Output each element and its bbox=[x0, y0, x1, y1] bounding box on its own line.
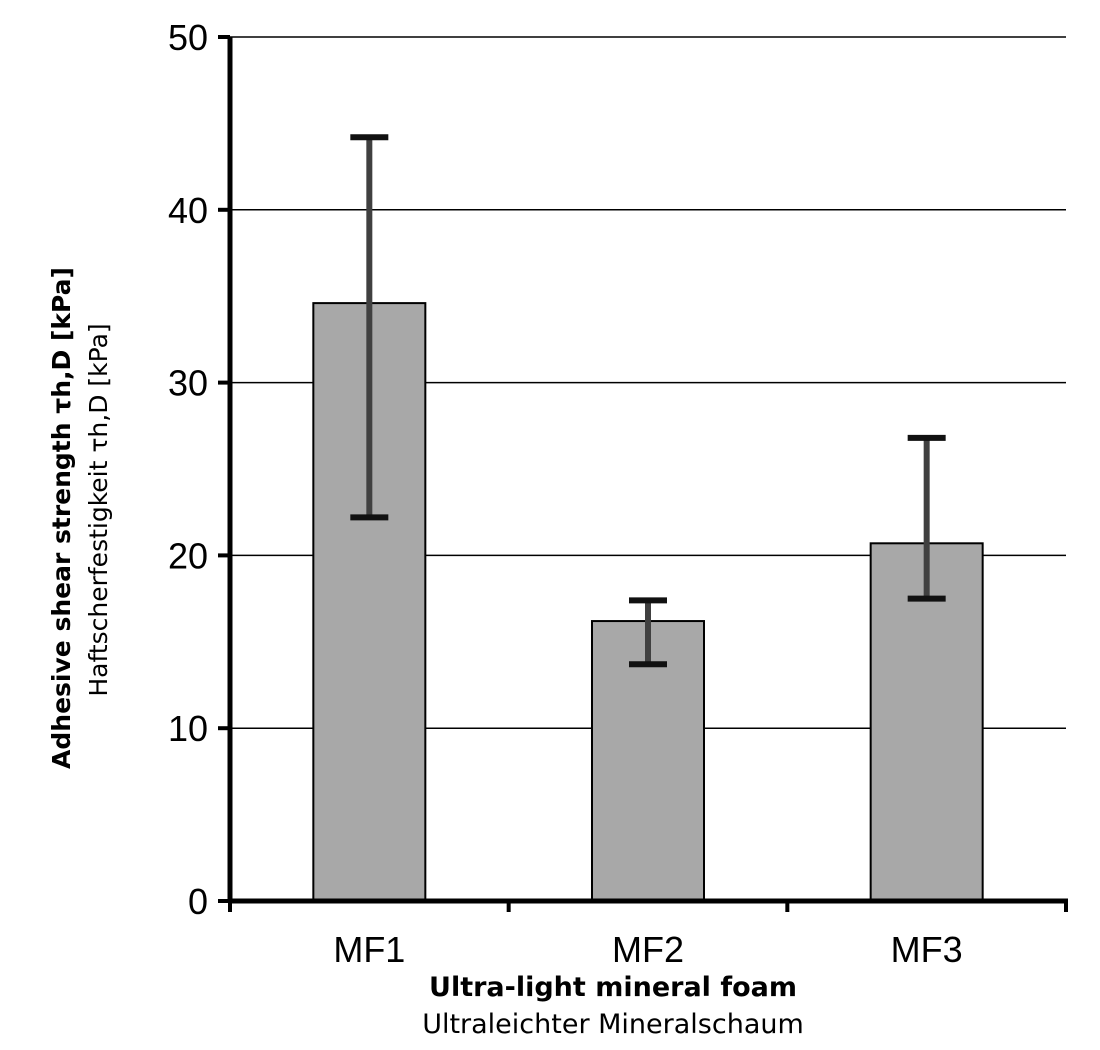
y-tick-labels: 0 10 20 30 40 50 bbox=[168, 17, 208, 922]
x-tick-label-mf2: MF2 bbox=[612, 929, 684, 970]
y-tick-label-30: 30 bbox=[168, 363, 208, 404]
x-axis-title: Ultra-light mineral foam bbox=[429, 972, 797, 1003]
error-bars bbox=[350, 134, 946, 668]
axes bbox=[218, 35, 1068, 912]
y-tick-label-40: 40 bbox=[168, 190, 208, 231]
x-axis-title-secondary: Ultraleichter Mineralschaum bbox=[422, 1009, 804, 1040]
y-axis-title-secondary: Haftscherfestigkeit τh,D [kPa] bbox=[84, 323, 113, 696]
y-tick-label-0: 0 bbox=[188, 881, 208, 922]
x-tick-label-mf1: MF1 bbox=[333, 929, 405, 970]
y-tick-label-20: 20 bbox=[168, 535, 208, 576]
y-tick-label-50: 50 bbox=[168, 17, 208, 58]
x-tick-labels: MF1 MF2 MF3 bbox=[333, 929, 962, 970]
y-tick-label-10: 10 bbox=[168, 708, 208, 749]
x-tick-label-mf3: MF3 bbox=[891, 929, 963, 970]
y-axis-title: Adhesive shear strength τh,D [kPa] bbox=[47, 267, 76, 769]
